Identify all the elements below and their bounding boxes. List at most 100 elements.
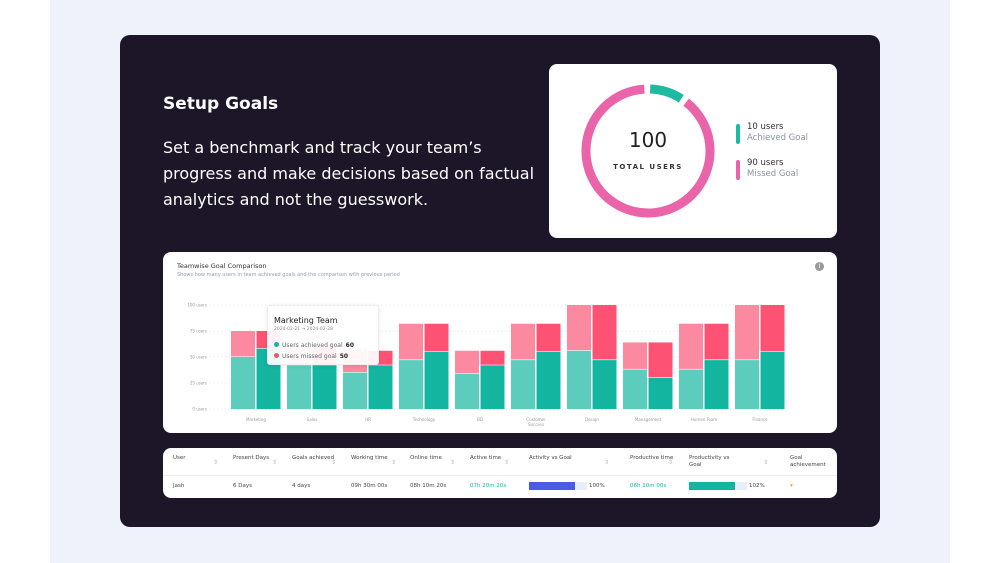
bar-achieved-previous [511,360,535,409]
legend-label: Achieved Goal [747,133,809,143]
bar-achieved-previous [623,369,647,409]
bar-missed-current [480,350,505,365]
x-tick-label: Technology [412,417,436,422]
legend-value: 10 users [747,122,784,132]
chart-title: Teamwise Goal Comparison [177,262,267,270]
table-divider [163,475,837,476]
x-tick-label: Marketing [246,417,266,422]
bar-missed-previous [623,342,647,369]
cell-working: 09h 30m 00s [351,483,388,489]
bar-missed-current [536,323,561,352]
sort-icon[interactable]: ⇕ [272,459,278,466]
y-tick-label: 50 users [190,355,207,360]
bar-achieved-previous [735,360,759,409]
column-header[interactable]: Present Days [233,455,270,461]
column-header[interactable]: Working time [351,455,388,461]
sort-icon[interactable]: ⇕ [668,459,674,466]
tooltip-missed: Users missed goal 50 [274,353,348,360]
activity-progress [529,482,587,490]
column-header[interactable]: User [173,455,186,461]
bar-achieved-current [760,351,785,409]
cell-present-days: 6 Days [233,483,252,489]
x-tick-label: Finance [752,417,768,422]
bar-missed-previous [567,305,591,351]
column-header[interactable]: Active time [470,455,502,461]
column-header[interactable]: Productivity vs Goal [689,455,730,468]
bar-missed-previous [511,323,535,360]
bar-missed-previous [231,331,255,357]
bar-achieved-previous [567,350,591,409]
tooltip-title: Marketing Team [274,316,338,325]
x-tick-label: Sales [307,417,318,422]
donut-chart [581,84,715,218]
donut-missed-arc [581,84,715,218]
y-tick-label: 25 users [190,381,207,386]
legend-swatch [736,160,740,180]
cell-user: Jash [173,483,185,489]
column-header[interactable]: Goals achieved [292,455,335,461]
y-tick-label: 0 users [192,407,207,412]
column-header[interactable]: Online time [410,455,442,461]
bar-missed-current [648,342,673,378]
bar-achieved-current [704,360,729,409]
cell-active: 07h 20m 20s [470,483,507,489]
tooltip-range: 2024-02-21 → 2024-02-28 [274,327,333,332]
chart-tooltip: Marketing Team 2024-02-21 → 2024-02-28 U… [267,305,379,365]
bar-missed-previous [399,323,423,360]
sort-icon[interactable]: ⇕ [213,459,219,466]
x-tick-label: Management [635,417,662,422]
total-users-label: TOTAL USERS [613,163,683,171]
bar-chart: 0 users 25 users 50 users 75 users 100 users… [187,303,788,427]
bar-missed-previous [735,305,759,360]
legend-value: 90 users [747,158,784,168]
bar-achieved-current [424,351,449,409]
y-tick-label: 100 users [187,303,207,308]
chart-subtitle: Shows how many users in team achieved go… [177,272,400,278]
legend-swatch [736,124,740,144]
bar-achieved-current [480,365,505,409]
x-tick-label: Design [585,417,599,422]
sort-icon[interactable]: ⇕ [763,459,769,466]
total-users-value: 100 [628,128,668,152]
cell-goals: 4 days [292,483,311,489]
cell-productive: 06h 10m 00s [630,483,667,489]
bar-achieved-previous [287,365,311,409]
x-tick-label: Customer Success [526,417,546,427]
bar-achieved-previous [231,357,255,409]
productivity-progress [689,482,747,490]
cell-activity-pct: 100% [589,483,605,489]
bar-achieved-previous [455,373,479,409]
bar-missed-current [760,305,785,352]
sort-icon[interactable]: ⇕ [450,459,456,466]
bar-missed-previous [679,323,703,369]
bar-missed-previous [455,350,479,374]
x-tick-label: Human Team [691,417,717,422]
info-icon[interactable]: i [815,262,824,271]
cell-productivity-pct: 102% [749,483,765,489]
teamwise-chart-card: Teamwise Goal Comparison Shows how many … [163,252,837,433]
bar-missed-current [704,323,729,360]
bar-achieved-current [536,351,561,409]
tooltip-achieved: Users achieved goal 60 [274,342,354,349]
bar-achieved-previous [343,372,367,409]
sort-icon[interactable]: ⇕ [504,459,510,466]
sort-icon[interactable]: ⇕ [604,459,610,466]
bar-missed-current [424,323,449,352]
column-header[interactable]: Goal achievement [790,455,826,468]
bar-achieved-previous [679,369,703,409]
hero-title: Setup Goals [163,94,279,114]
bar-achieved-current [592,360,617,409]
y-tick-label: 75 users [190,329,207,334]
bar-achieved-current [648,377,673,409]
bar-achieved-current [312,365,337,409]
user-goals-table: Jash 6 Days 4 days 09h 30m 00s 08h 10m 2… [163,448,837,498]
bar-missed-current [592,305,617,360]
sort-icon[interactable]: ⇕ [331,459,337,466]
total-users-card: 100 TOTAL USERS 10 users Achieved Goal 9… [549,64,837,238]
column-header[interactable]: Activity vs Goal [529,455,572,461]
legend-label: Missed Goal [747,169,799,179]
trophy-icon: ▾ [790,483,793,489]
column-header[interactable]: Productive time [630,455,674,461]
sort-icon[interactable]: ⇕ [391,459,397,466]
cell-online: 08h 10m 20s [410,483,447,489]
